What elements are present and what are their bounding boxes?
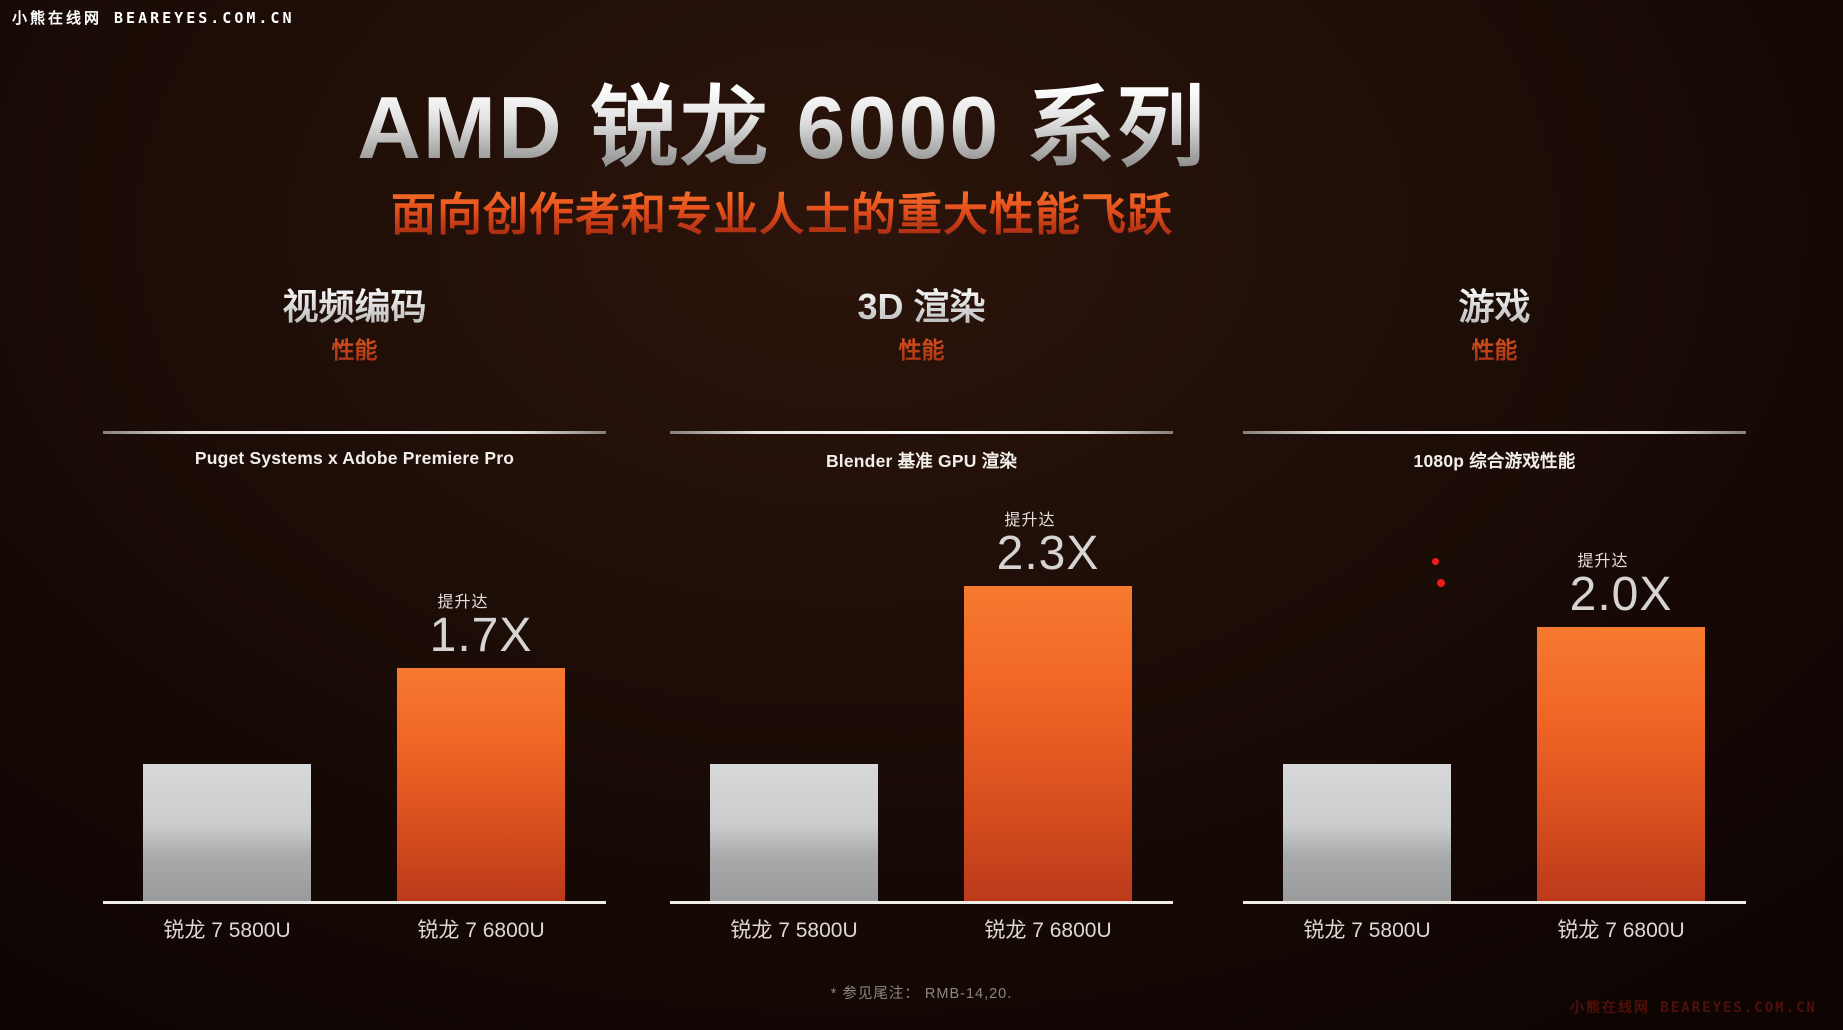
benchmark-label: Puget Systems x Adobe Premiere Pro — [194, 448, 515, 468]
category-label-5800u: 锐龙 7 5800U — [730, 919, 858, 942]
bar-ryzen7-5800u — [710, 764, 878, 901]
axis-baseline — [670, 901, 1173, 904]
chart-3d-render: 3D 渲染 性能 Blender 基准 GPU 渲染 提升达 2.3X 锐龙 7… — [670, 285, 1173, 960]
chart-title: 视频编码 — [103, 285, 606, 328]
bar-ryzen7-6800u: 提升达 2.3X — [964, 512, 1132, 901]
divider-line — [103, 431, 606, 434]
category-label-6800u: 锐龙 7 6800U — [984, 919, 1112, 942]
axis-baseline — [1243, 901, 1746, 904]
chart-gaming: 游戏 性能 1080p 综合游戏性能 提升达 2.0X 锐龙 7 5800U 锐… — [1243, 285, 1746, 960]
axis-baseline — [103, 901, 606, 904]
uplift-label: 提升达 1.7X — [429, 588, 533, 663]
bar-ryzen7-6800u: 提升达 2.0X — [1537, 553, 1705, 901]
divider-line — [670, 431, 1173, 434]
uplift-label: 提升达 2.0X — [1569, 547, 1673, 622]
benchmark-label: 1080p 综合游戏性能 — [1413, 451, 1576, 471]
chart-perf-label: 性能 — [103, 331, 606, 365]
footnote: * 参见尾注： RMB-14,20. — [830, 986, 1013, 1002]
benchmark-label: Blender 基准 GPU 渲染 — [825, 451, 1018, 471]
uplift-value: 1.7X — [429, 609, 533, 663]
uplift-value: 2.0X — [1569, 568, 1673, 622]
page-subtitle: 面向创作者和专业人士的重大性能飞跃 — [0, 178, 1564, 243]
page-title: AMD 锐龙 6000 系列 — [0, 81, 1564, 174]
uplift-prefix: 提升达 — [1577, 553, 1629, 571]
uplift-label: 提升达 2.3X — [996, 506, 1100, 581]
chart-perf-label: 性能 — [1243, 331, 1746, 365]
bar-ryzen7-5800u — [1283, 764, 1451, 901]
bar-ryzen7-6800u: 提升达 1.7X — [397, 594, 565, 901]
chart-title: 游戏 — [1243, 285, 1746, 328]
watermark-top: 小熊在线网 BEAREYES.COM.CN — [12, 9, 295, 27]
category-label-5800u: 锐龙 7 5800U — [1303, 919, 1431, 942]
bar-ryzen7-5800u — [143, 764, 311, 901]
red-dot-artifact — [1437, 579, 1445, 587]
uplift-value: 2.3X — [996, 527, 1100, 581]
chart-title: 3D 渲染 — [670, 285, 1173, 328]
uplift-prefix: 提升达 — [1004, 512, 1056, 530]
category-label-6800u: 锐龙 7 6800U — [1557, 919, 1685, 942]
category-label-6800u: 锐龙 7 6800U — [417, 919, 545, 942]
category-label-5800u: 锐龙 7 5800U — [163, 919, 291, 942]
divider-line — [1243, 431, 1746, 434]
watermark-bottom: 小熊在线网 BEAREYES.COM.CN — [1570, 1000, 1817, 1016]
uplift-prefix: 提升达 — [437, 594, 489, 612]
red-dot-artifact — [1432, 558, 1439, 565]
chart-perf-label: 性能 — [670, 331, 1173, 365]
title-block: AMD 锐龙 6000 系列 面向创作者和专业人士的重大性能飞跃 — [0, 81, 1564, 243]
chart-video-encoding: 视频编码 性能 Puget Systems x Adobe Premiere P… — [103, 285, 606, 960]
